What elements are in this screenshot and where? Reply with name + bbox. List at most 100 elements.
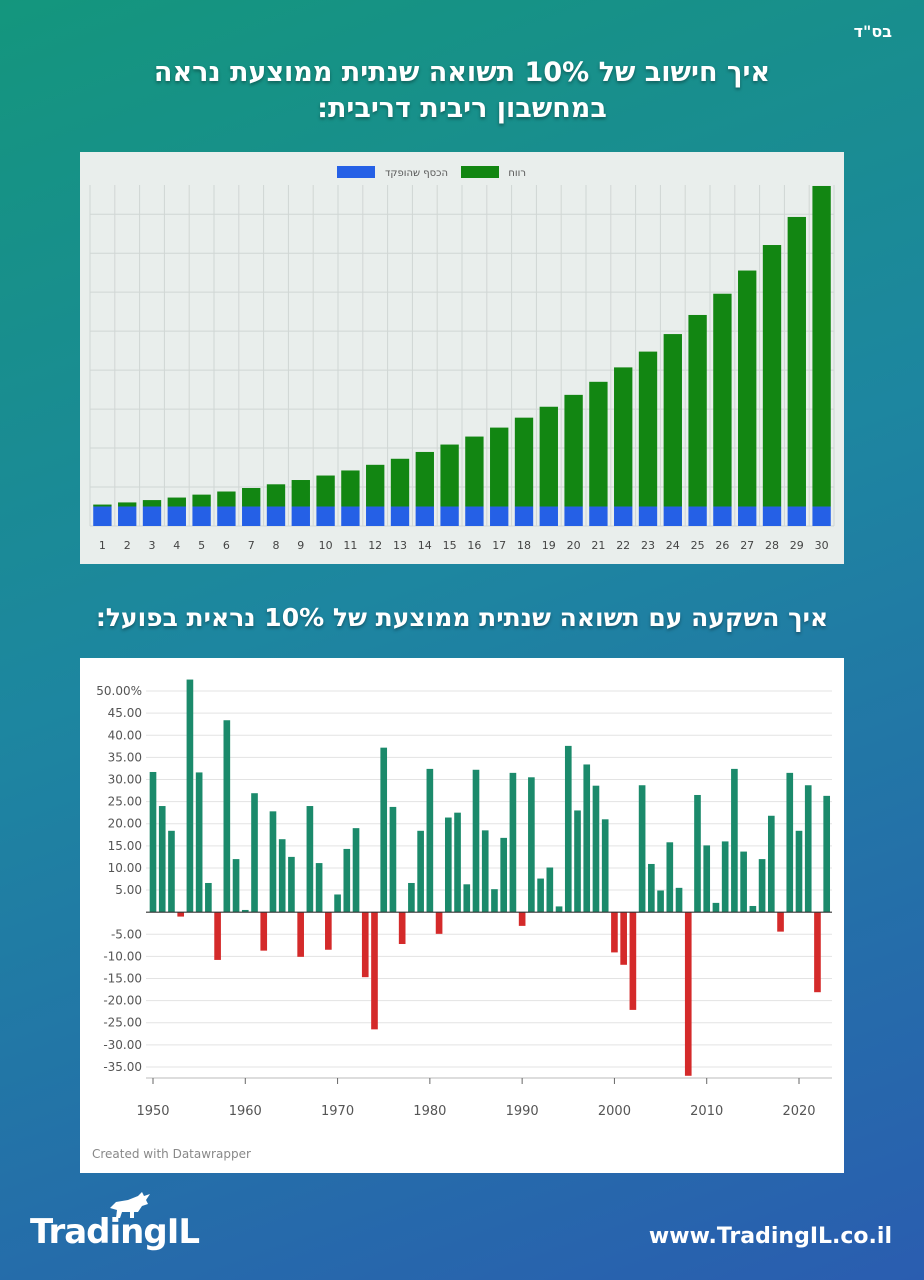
bar-deposit: [118, 506, 137, 526]
return-bar: [537, 878, 544, 913]
x-tick-label: 3: [149, 539, 156, 552]
return-bar: [804, 785, 812, 913]
return-bar: [463, 884, 471, 913]
return-bar: [334, 894, 341, 913]
bar-profit: [366, 464, 385, 507]
bar-profit: [316, 475, 335, 507]
x-tick-label: 20: [567, 539, 581, 552]
x-tick-label: 2020: [782, 1104, 815, 1119]
x-tick-label: 25: [691, 539, 705, 552]
x-tick-label: 27: [740, 539, 754, 552]
return-bar: [306, 806, 314, 913]
x-tick-label: 8: [273, 539, 280, 552]
return-bar: [638, 785, 646, 913]
return-bar: [749, 905, 757, 913]
bar-deposit: [291, 506, 310, 526]
x-tick-label: 24: [666, 539, 680, 552]
bar-deposit: [663, 506, 682, 526]
return-bar: [795, 830, 803, 913]
return-bar: [408, 882, 415, 913]
website-url[interactable]: www.TradingIL.co.il: [648, 1224, 892, 1249]
title-line-1: איך חישוב של 10% תשואה שנתית ממוצעת נראה: [153, 57, 771, 88]
tradingil-logo: TradingIL: [30, 1212, 200, 1252]
y-tick-label: -15.00: [103, 972, 142, 986]
bar-deposit: [93, 506, 112, 526]
return-bar: [343, 848, 351, 913]
bar-deposit: [366, 506, 385, 526]
bar-deposit: [589, 506, 608, 526]
x-tick-label: 1: [99, 539, 106, 552]
bar-profit: [738, 270, 757, 507]
x-tick-label: 10: [319, 539, 333, 552]
return-bar: [205, 882, 212, 913]
return-bar: [454, 812, 461, 913]
return-bar: [546, 867, 554, 913]
bar-profit: [589, 381, 608, 507]
bar-deposit: [465, 506, 484, 526]
return-bar: [528, 777, 535, 913]
bar-deposit: [812, 506, 831, 526]
x-tick-label: 1990: [506, 1104, 539, 1119]
return-bar: [592, 785, 600, 913]
x-tick-label: 15: [443, 539, 457, 552]
bar-deposit: [167, 506, 186, 526]
return-bar: [278, 839, 286, 913]
return-bar: [684, 912, 692, 1076]
return-bar: [158, 806, 166, 913]
y-tick-label: -5.00: [111, 927, 142, 941]
x-tick-label: 2010: [690, 1104, 723, 1119]
return-bar: [786, 772, 794, 913]
x-tick-label: 2000: [598, 1104, 631, 1119]
x-tick-label: 1960: [229, 1104, 262, 1119]
bar-profit: [663, 334, 682, 507]
y-tick-label: 40.00: [108, 728, 142, 742]
return-bar: [758, 859, 766, 913]
bar-deposit: [514, 506, 534, 526]
bar-deposit: [738, 506, 757, 526]
x-tick-label: 17: [492, 539, 506, 552]
return-bar: [168, 830, 175, 913]
x-tick-label: 22: [616, 539, 630, 552]
bar-profit: [514, 417, 534, 507]
return-bar: [232, 859, 240, 913]
x-tick-label: 1950: [136, 1104, 169, 1119]
y-tick-label: -35.00: [103, 1060, 142, 1074]
return-bar: [269, 811, 277, 913]
return-bar: [195, 772, 203, 913]
return-bar: [325, 912, 332, 950]
return-bar: [509, 772, 517, 913]
bar-profit: [118, 502, 137, 507]
y-tick-label: -10.00: [103, 949, 142, 963]
x-tick-label: 13: [393, 539, 407, 552]
return-bar: [777, 912, 784, 932]
bar-profit: [713, 293, 732, 507]
bar-profit: [217, 491, 236, 507]
bar-deposit: [266, 506, 286, 526]
bar-profit: [242, 488, 261, 507]
bar-deposit: [539, 506, 558, 526]
bar-profit: [688, 314, 707, 507]
bar-deposit: [341, 506, 360, 526]
return-bar: [260, 912, 268, 951]
x-tick-label: 1980: [413, 1104, 446, 1119]
return-bar: [186, 679, 194, 913]
bar-deposit: [217, 506, 236, 526]
bar-deposit: [614, 506, 633, 526]
return-bar: [574, 810, 581, 913]
return-bar: [721, 841, 729, 913]
title-line-2: במחשבון ריבית דריבית:: [317, 93, 607, 124]
return-bar: [214, 912, 221, 960]
x-tick-label: 4: [173, 539, 180, 552]
return-bar: [620, 912, 627, 965]
bar-deposit: [490, 506, 509, 526]
bar-profit: [539, 406, 558, 507]
x-tick-label: 14: [418, 539, 432, 552]
compound-chart: 1 2 3 4 5 6 7 8 9 10 11 12 13 14 15 16 17 18 19 20 21 22 23 24 2…: [89, 166, 835, 552]
return-bar: [352, 828, 360, 913]
return-bar: [288, 856, 295, 913]
return-bar: [500, 837, 508, 913]
x-tick-label: 23: [641, 539, 655, 552]
y-tick-label: 20.00: [108, 817, 142, 831]
y-tick-label: 35.00: [108, 750, 142, 764]
datawrapper-credit: Created with Datawrapper: [92, 1147, 251, 1161]
